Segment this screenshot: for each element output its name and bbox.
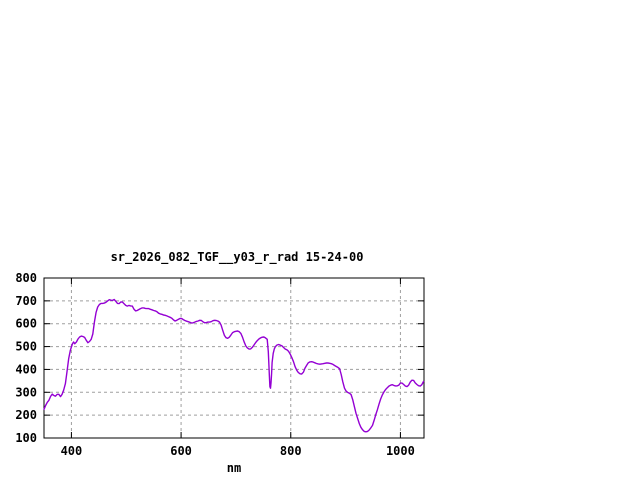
plot-area: 400 600 800 1000 100 200 300 400 500 600 700 800 bbox=[15, 271, 425, 458]
y-tick-label: 700 bbox=[15, 294, 37, 308]
x-axis-label: nm bbox=[227, 461, 241, 475]
y-tick-label: 600 bbox=[15, 317, 37, 331]
x-tick-label: 600 bbox=[170, 444, 192, 458]
y-tick-label: 500 bbox=[15, 340, 37, 354]
spectrum-line bbox=[43, 298, 425, 433]
x-tick-label: 400 bbox=[61, 444, 83, 458]
y-tick-label: 200 bbox=[15, 408, 37, 422]
plot-border bbox=[43, 277, 425, 439]
x-tick-label: 1000 bbox=[386, 444, 415, 458]
y-tick-label: 400 bbox=[15, 362, 37, 376]
y-tick-label: 100 bbox=[15, 431, 37, 445]
y-tick-label: 800 bbox=[15, 271, 37, 285]
chart-title: sr_2026_082_TGF__y03_r_rad 15-24-00 bbox=[111, 250, 364, 265]
y-tick-label: 300 bbox=[15, 385, 37, 399]
x-tick-label: 800 bbox=[280, 444, 302, 458]
